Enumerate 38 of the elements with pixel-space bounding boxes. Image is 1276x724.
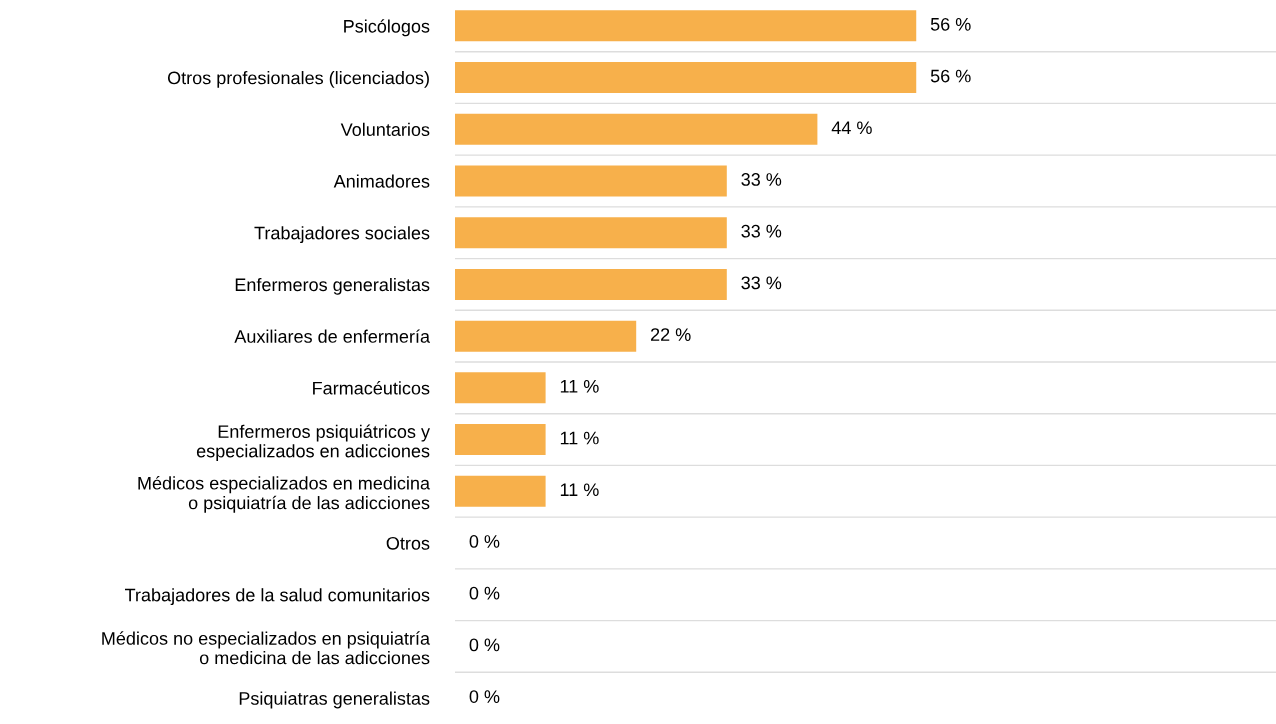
y-tick-label: Animadores: [333, 174, 430, 188]
data-label: 33 %: [741, 276, 782, 290]
y-tick-label: Médicos no especializados en psiquiatría o medicina de las adicciones: [102, 631, 431, 665]
y-tick-label: Psiquiatras generalistas: [239, 691, 430, 709]
data-label: 0 %: [469, 690, 500, 703]
data-label: 11 %: [560, 380, 599, 393]
y-tick-label: Otros: [386, 536, 430, 550]
bar: [455, 268, 727, 300]
y-tick-label: Trabajadores sociales: [254, 226, 430, 243]
bar: [455, 113, 818, 145]
bar: [455, 165, 727, 197]
y-tick-label: Trabajadores de la salud comunitarios: [125, 588, 430, 605]
bar: [455, 320, 637, 352]
data-label: 22 %: [651, 328, 691, 341]
y-tick-label: Voluntarios: [340, 122, 430, 137]
y-tick-label: Psicólogos: [344, 19, 430, 37]
data-label: 33 %: [741, 224, 782, 238]
y-tick-label: Enfermeros generalistas: [235, 277, 430, 295]
bar: [455, 10, 917, 42]
data-label: 11 %: [560, 483, 599, 497]
data-label: 0 %: [469, 586, 500, 600]
bar: [455, 217, 727, 249]
data-label: 0 %: [469, 535, 500, 548]
bar: [455, 372, 546, 404]
data-label: 0 %: [469, 638, 500, 652]
y-tick-label: Otros profesionales (licenciados): [167, 71, 429, 88]
y-tick-label: Médicos especializados en medicina o psiquiatría de las adicciones: [138, 476, 431, 513]
data-label: 56 %: [930, 17, 971, 31]
y-tick-label: Auxiliares de enfermería: [234, 329, 431, 343]
data-label: 11 %: [560, 431, 599, 445]
data-label: 56 %: [930, 69, 971, 83]
bar: [455, 62, 917, 94]
y-tick-label: Enfermeros psiquiátricos y especializados en adicciones: [196, 424, 430, 461]
bar: [455, 475, 546, 507]
bar: [455, 424, 546, 456]
y-tick-label: Farmacéuticos: [313, 381, 430, 395]
data-label: 44 %: [831, 121, 872, 135]
data-label: 33 %: [741, 173, 782, 186]
